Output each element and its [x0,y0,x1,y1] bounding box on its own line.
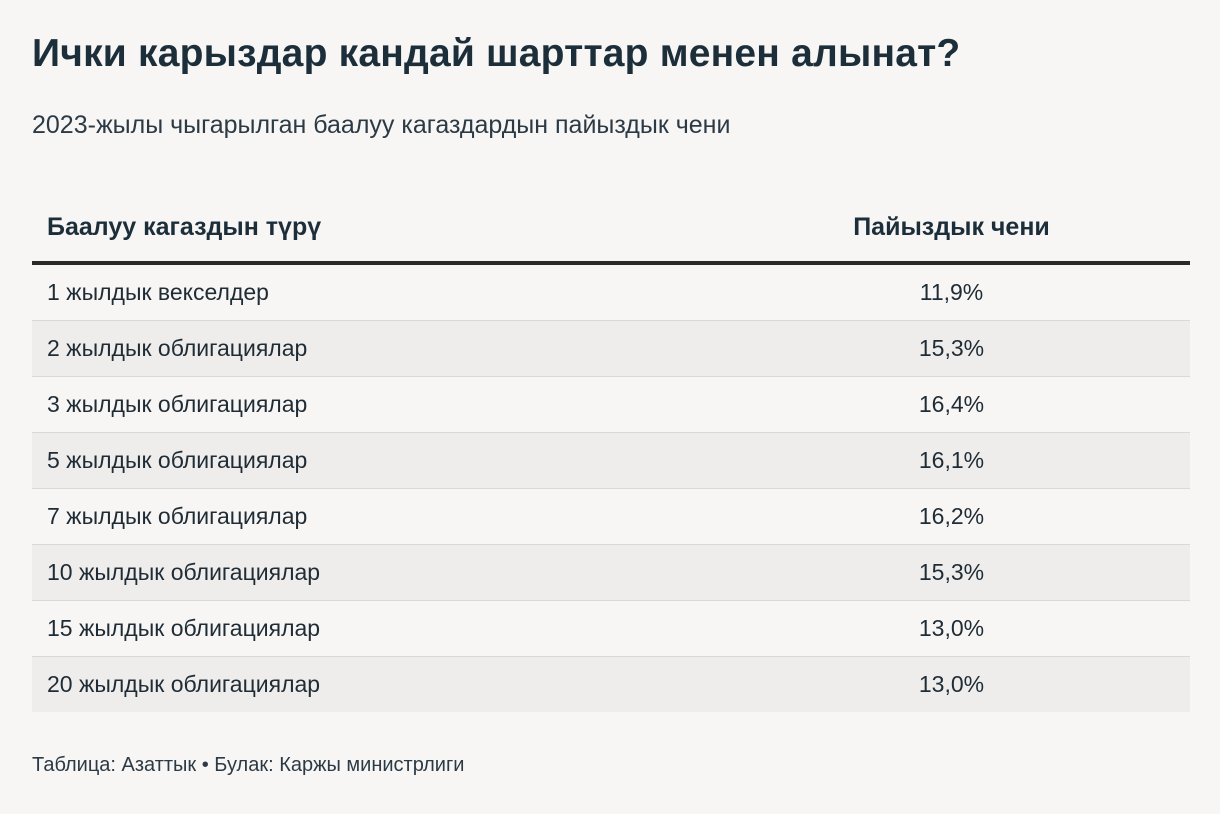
source-note: Таблица: Азаттык • Булак: Каржы министрл… [32,754,465,776]
security-type-cell: 3 жылдык облигациялар [32,376,713,433]
column-header-interest-rate: Пайыздык чени [713,193,1190,265]
page-subtitle: 2023-жылы чыгарылган баалуу кагаздардын … [32,111,731,139]
table-header-row: Баалуу кагаздын түрү Пайыздык чени [32,193,1190,265]
table-row: 20 жылдык облигациялар 13,0% [32,656,1190,712]
column-header-security-type: Баалуу кагаздын түрү [32,193,713,265]
table-row: 10 жылдык облигациялар 15,3% [32,544,1190,601]
security-type-cell: 7 жылдык облигациялар [32,488,713,545]
security-type-cell: 2 жылдык облигациялар [32,320,713,377]
interest-rate-cell: 16,4% [713,376,1190,433]
table-row: 1 жылдык векселдер 11,9% [32,263,1190,321]
interest-rate-cell: 13,0% [713,600,1190,657]
table-row: 7 жылдык облигациялар 16,2% [32,488,1190,545]
interest-rate-cell: 11,9% [713,263,1190,321]
interest-rate-cell: 16,2% [713,488,1190,545]
security-type-cell: 15 жылдык облигациялар [32,600,713,657]
table-row: 15 жылдык облигациялар 13,0% [32,600,1190,657]
table-row: 2 жылдык облигациялар 15,3% [32,320,1190,377]
interest-rate-cell: 15,3% [713,544,1190,601]
interest-rate-cell: 15,3% [713,320,1190,377]
rates-table: Баалуу кагаздын түрү Пайыздык чени 1 жыл… [32,193,1190,712]
security-type-cell: 5 жылдык облигациялар [32,432,713,489]
security-type-cell: 1 жылдык векселдер [32,263,713,321]
security-type-cell: 10 жылдык облигациялар [32,544,713,601]
page-title: Ички карыздар кандай шарттар менен алына… [32,32,961,75]
interest-rate-cell: 16,1% [713,432,1190,489]
interest-rate-cell: 13,0% [713,656,1190,712]
table-row: 5 жылдык облигациялар 16,1% [32,432,1190,489]
table-row: 3 жылдык облигациялар 16,4% [32,376,1190,433]
security-type-cell: 20 жылдык облигациялар [32,656,713,712]
